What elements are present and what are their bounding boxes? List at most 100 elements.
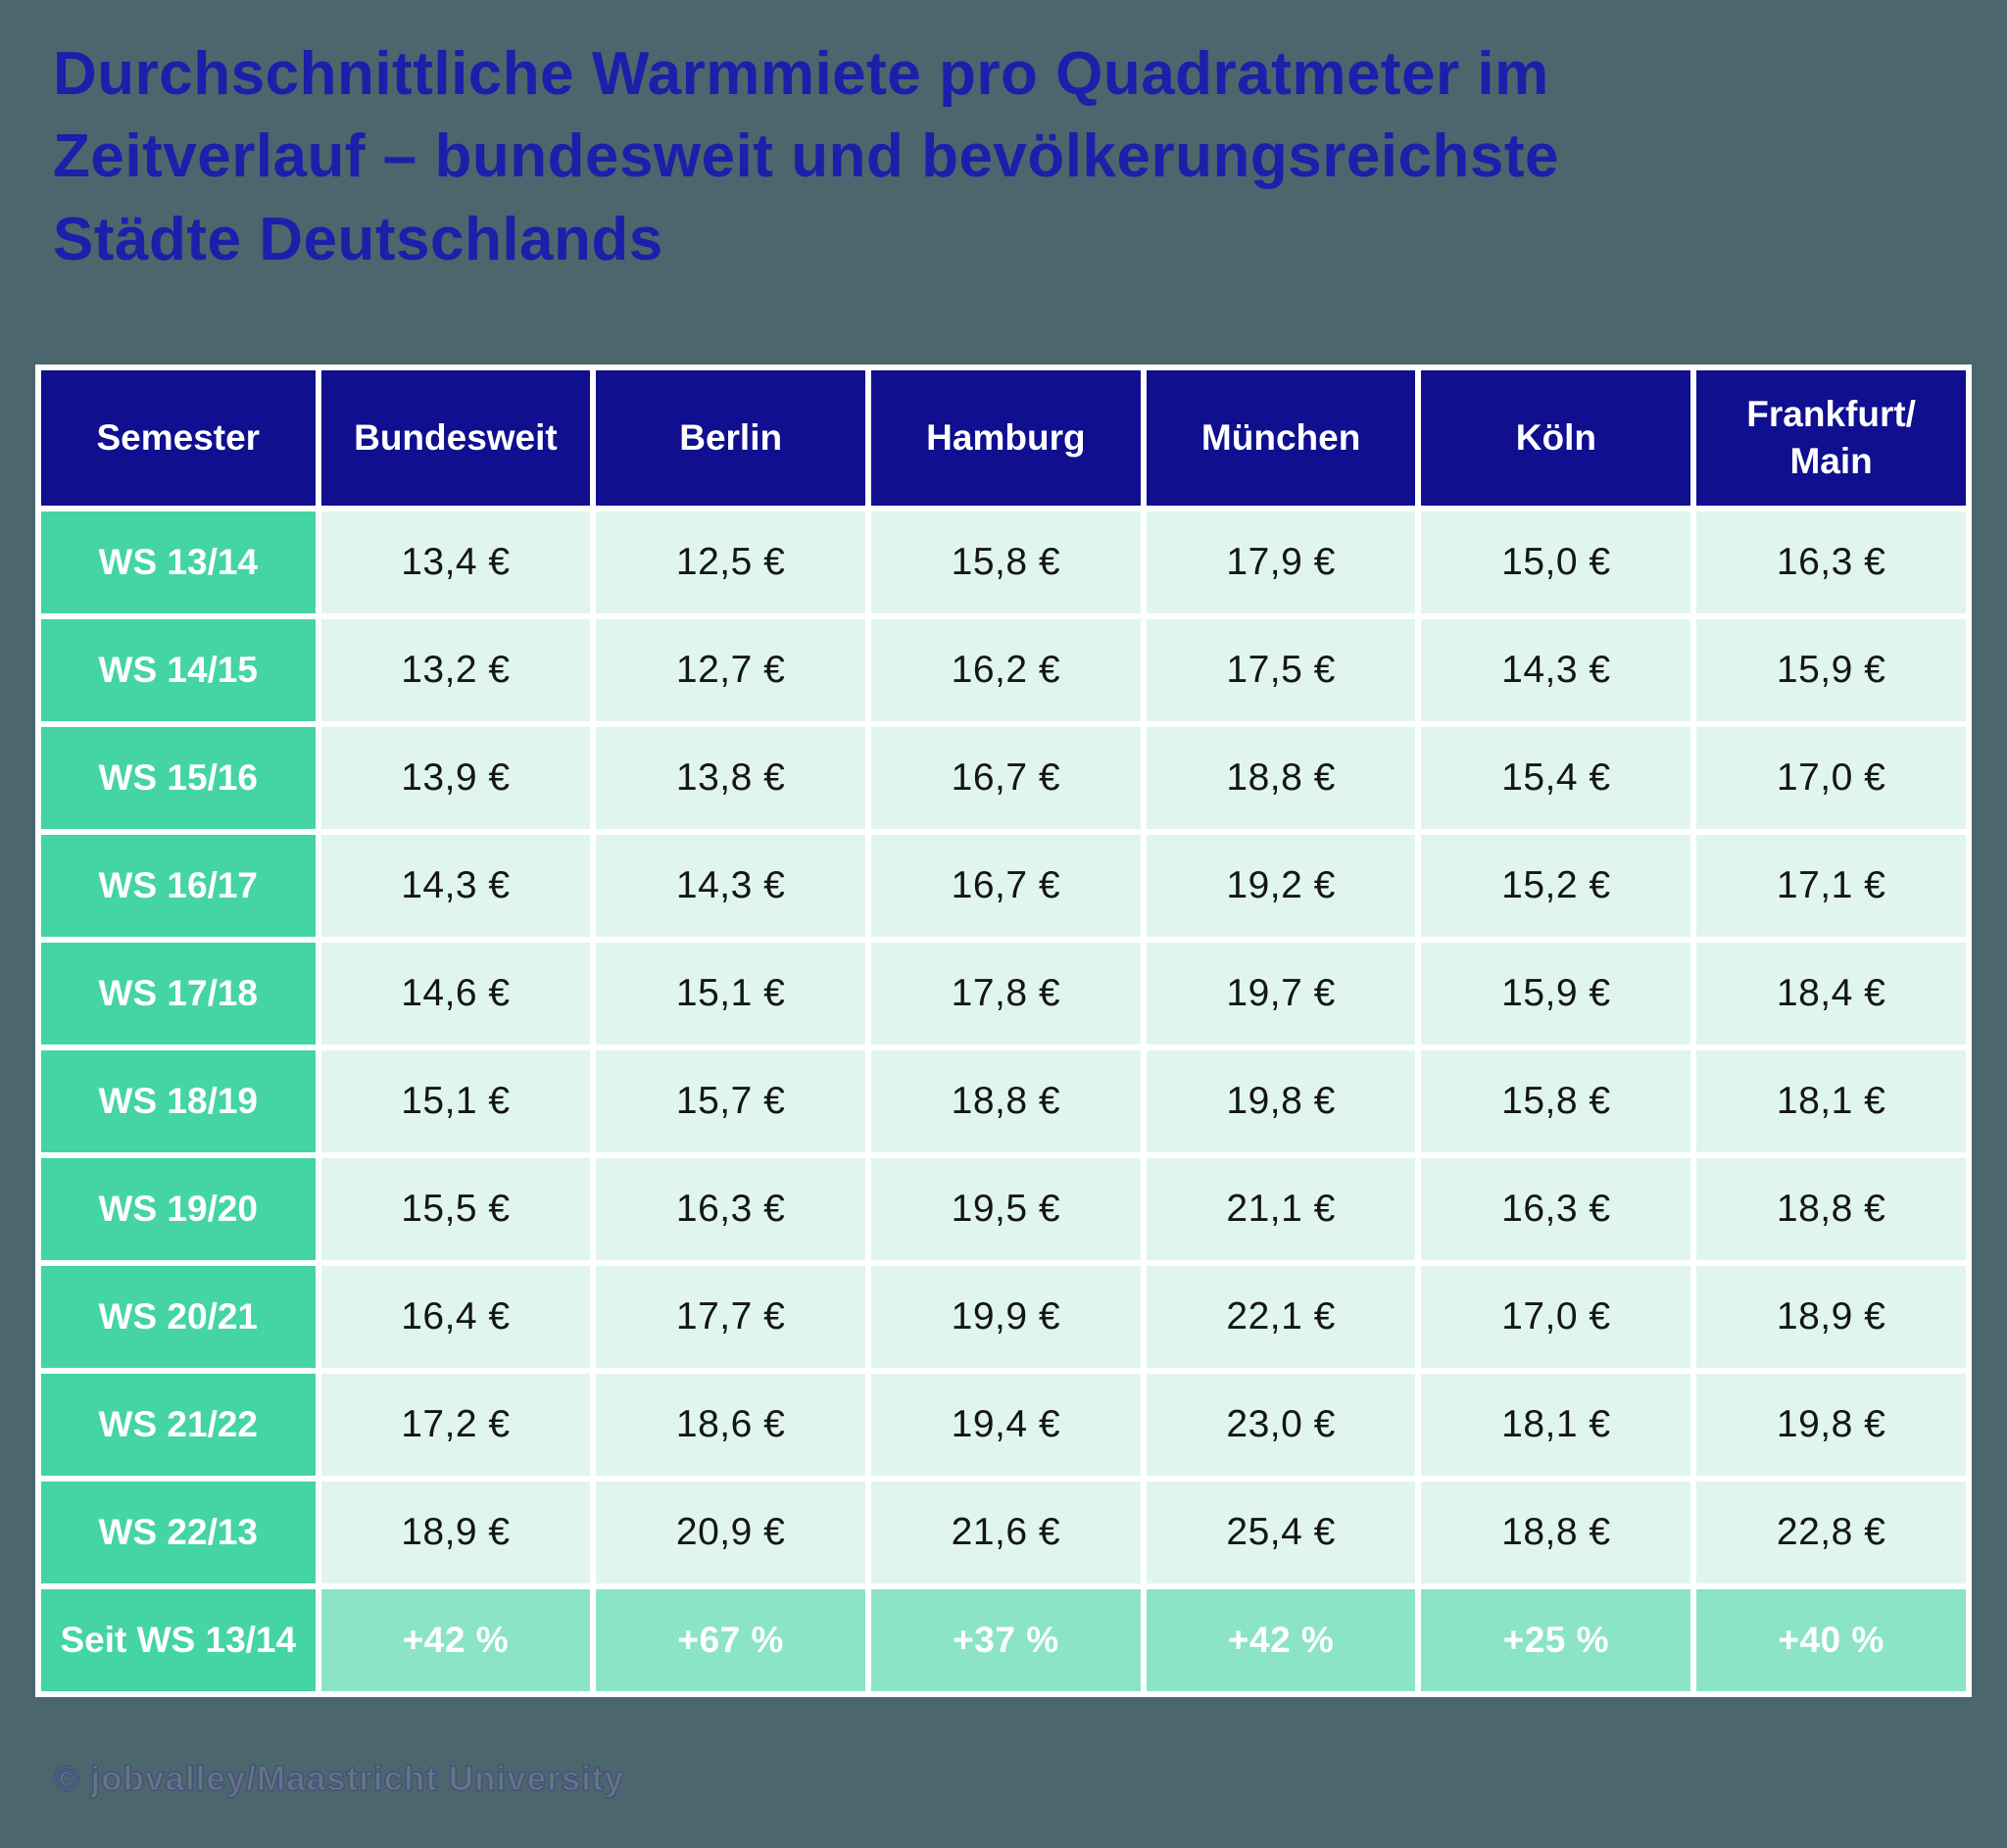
rent-value-cell: 22,8 €: [1696, 1482, 1966, 1583]
rent-value-cell: 15,1 €: [320, 1050, 591, 1152]
rent-value-cell: 22,1 €: [1146, 1266, 1416, 1368]
rent-value-cell: 19,8 €: [1696, 1374, 1966, 1476]
rent-value-cell: 15,1 €: [596, 943, 866, 1045]
rent-value-cell: 18,9 €: [320, 1482, 591, 1583]
rent-value-cell: 19,4 €: [871, 1374, 1141, 1476]
rent-value-cell: 17,9 €: [1146, 511, 1416, 613]
rent-value-cell: 17,0 €: [1696, 727, 1966, 829]
rent-value-cell: 17,2 €: [320, 1374, 591, 1476]
column-header: Semester: [41, 370, 316, 506]
rent-value-cell: 17,8 €: [871, 943, 1141, 1045]
rent-table-container: Semester Bundesweit Berlin Hamburg München Kö…: [35, 365, 1972, 1697]
rent-value-cell: 17,0 €: [1421, 1266, 1691, 1368]
summary-value-cell: +67 %: [596, 1589, 866, 1691]
summary-value-cell: +42 %: [320, 1589, 591, 1691]
rent-value-cell: 15,8 €: [871, 511, 1141, 613]
rent-value-cell: 16,3 €: [1696, 511, 1966, 613]
rent-value-cell: 18,8 €: [1696, 1158, 1966, 1260]
rent-value-cell: 15,0 €: [1421, 511, 1691, 613]
rent-value-cell: 12,7 €: [596, 619, 866, 721]
row-label-cell: WS 21/22: [41, 1374, 316, 1476]
rent-value-cell: 18,4 €: [1696, 943, 1966, 1045]
rent-value-cell: 18,1 €: [1696, 1050, 1966, 1152]
row-label-cell: WS 19/20: [41, 1158, 316, 1260]
table-row: WS 13/14 13,4 €12,5 €15,8 €17,9 €15,0 €16…: [41, 511, 1966, 613]
table-row: WS 16/17 14,3 €14,3 €16,7 €19,2 €15,2 €17…: [41, 835, 1966, 937]
row-label-cell: WS 15/16: [41, 727, 316, 829]
rent-table: Semester Bundesweit Berlin Hamburg München Kö…: [35, 365, 1972, 1697]
rent-value-cell: 15,5 €: [320, 1158, 591, 1260]
row-label-cell: Seit WS 13/14: [41, 1589, 316, 1691]
rent-value-cell: 19,8 €: [1146, 1050, 1416, 1152]
rent-value-cell: 15,7 €: [596, 1050, 866, 1152]
rent-value-cell: 15,4 €: [1421, 727, 1691, 829]
copyright-credit: © jobvalley/Maastricht University: [53, 1759, 625, 1799]
row-label-cell: WS 16/17: [41, 835, 316, 937]
row-label-cell: WS 17/18: [41, 943, 316, 1045]
page-title: Durchschnittliche Warmmiete pro Quadratm…: [53, 40, 1559, 273]
table-row: WS 14/15 13,2 €12,7 €16,2 €17,5 €14,3 €15…: [41, 619, 1966, 721]
rent-value-cell: 18,9 €: [1696, 1266, 1966, 1368]
table-row: WS 17/18 14,6 €15,1 €17,8 €19,7 €15,9 €18…: [41, 943, 1966, 1045]
rent-value-cell: 18,8 €: [1146, 727, 1416, 829]
rent-value-cell: 25,4 €: [1146, 1482, 1416, 1583]
rent-value-cell: 16,7 €: [871, 727, 1141, 829]
rent-value-cell: 18,6 €: [596, 1374, 866, 1476]
rent-value-cell: 14,6 €: [320, 943, 591, 1045]
row-label-cell: WS 14/15: [41, 619, 316, 721]
rent-value-cell: 15,9 €: [1696, 619, 1966, 721]
rent-value-cell: 20,9 €: [596, 1482, 866, 1583]
rent-value-cell: 19,7 €: [1146, 943, 1416, 1045]
column-header: Köln: [1421, 370, 1691, 506]
column-header: München: [1146, 370, 1416, 506]
rent-value-cell: 19,2 €: [1146, 835, 1416, 937]
rent-value-cell: 13,4 €: [320, 511, 591, 613]
summary-value-cell: +40 %: [1696, 1589, 1966, 1691]
rent-value-cell: 19,9 €: [871, 1266, 1141, 1368]
column-header: Frankfurt/ Main: [1696, 370, 1966, 506]
rent-value-cell: 21,1 €: [1146, 1158, 1416, 1260]
column-header: Hamburg: [871, 370, 1141, 506]
rent-value-cell: 17,7 €: [596, 1266, 866, 1368]
summary-value-cell: +25 %: [1421, 1589, 1691, 1691]
rent-value-cell: 21,6 €: [871, 1482, 1141, 1583]
rent-value-cell: 14,3 €: [596, 835, 866, 937]
table-body: WS 13/14 13,4 €12,5 €15,8 €17,9 €15,0 €16…: [41, 511, 1966, 1691]
rent-value-cell: 16,3 €: [596, 1158, 866, 1260]
table-row: WS 21/22 17,2 €18,6 €19,4 €23,0 €18,1 €19…: [41, 1374, 1966, 1476]
row-label-cell: WS 18/19: [41, 1050, 316, 1152]
rent-value-cell: 13,8 €: [596, 727, 866, 829]
table-row: WS 19/20 15,5 €16,3 €19,5 €21,1 €16,3 €18…: [41, 1158, 1966, 1260]
rent-value-cell: 13,9 €: [320, 727, 591, 829]
rent-value-cell: 18,1 €: [1421, 1374, 1691, 1476]
table-row: WS 22/13 18,9 €20,9 €21,6 €25,4 €18,8 €22…: [41, 1482, 1966, 1583]
rent-value-cell: 14,3 €: [320, 835, 591, 937]
rent-value-cell: 13,2 €: [320, 619, 591, 721]
table-row: WS 18/19 15,1 €15,7 €18,8 €19,8 €15,8 €18…: [41, 1050, 1966, 1152]
column-header: Berlin: [596, 370, 866, 506]
summary-value-cell: +42 %: [1146, 1589, 1416, 1691]
column-header: Bundesweit: [320, 370, 591, 506]
rent-value-cell: 18,8 €: [871, 1050, 1141, 1152]
summary-value-cell: +37 %: [871, 1589, 1141, 1691]
rent-value-cell: 16,7 €: [871, 835, 1141, 937]
row-label-cell: WS 22/13: [41, 1482, 316, 1583]
rent-value-cell: 23,0 €: [1146, 1374, 1416, 1476]
row-label-cell: WS 13/14: [41, 511, 316, 613]
table-header-row: Semester Bundesweit Berlin Hamburg München Kö…: [41, 370, 1966, 506]
row-label-cell: WS 20/21: [41, 1266, 316, 1368]
rent-value-cell: 16,2 €: [871, 619, 1141, 721]
table-row: WS 20/21 16,4 €17,7 €19,9 €22,1 €17,0 €18…: [41, 1266, 1966, 1368]
rent-value-cell: 19,5 €: [871, 1158, 1141, 1260]
header-row: Semester Bundesweit Berlin Hamburg München Kö…: [41, 370, 1966, 506]
rent-value-cell: 14,3 €: [1421, 619, 1691, 721]
rent-value-cell: 17,5 €: [1146, 619, 1416, 721]
summary-row: Seit WS 13/14 +42 % +67 % +37 % +42 % +25 % +4…: [41, 1589, 1966, 1691]
rent-value-cell: 17,1 €: [1696, 835, 1966, 937]
rent-value-cell: 18,8 €: [1421, 1482, 1691, 1583]
rent-value-cell: 16,3 €: [1421, 1158, 1691, 1260]
rent-value-cell: 15,2 €: [1421, 835, 1691, 937]
rent-value-cell: 16,4 €: [320, 1266, 591, 1368]
rent-value-cell: 15,8 €: [1421, 1050, 1691, 1152]
rent-value-cell: 12,5 €: [596, 511, 866, 613]
